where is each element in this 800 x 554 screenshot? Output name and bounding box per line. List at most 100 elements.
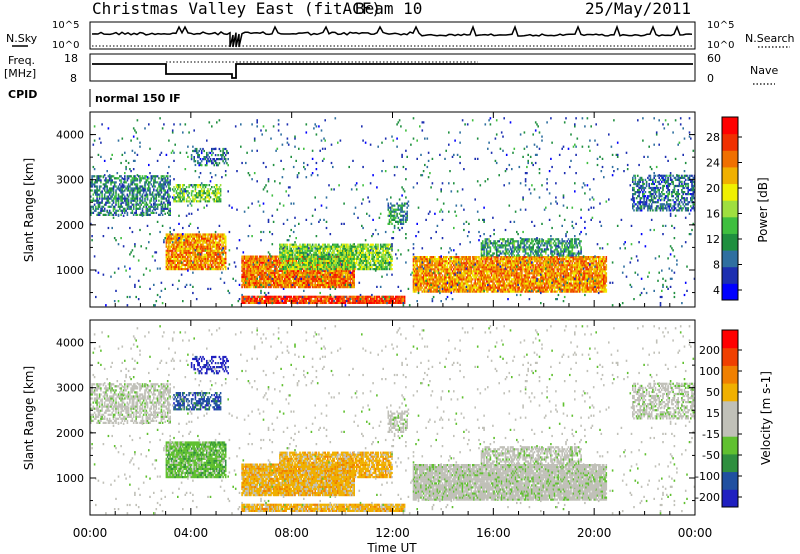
power-cell bbox=[430, 266, 432, 269]
power-cell bbox=[430, 274, 432, 277]
power-cell bbox=[158, 177, 160, 180]
power-cell bbox=[93, 209, 96, 212]
power-cell bbox=[321, 275, 324, 279]
power-cell bbox=[333, 279, 335, 283]
power-cell bbox=[166, 261, 169, 265]
power-cell bbox=[294, 245, 296, 248]
power-cell bbox=[445, 278, 447, 281]
power-cell bbox=[344, 269, 347, 272]
power-cell bbox=[335, 257, 338, 260]
power-cell bbox=[300, 269, 303, 272]
power-cell bbox=[323, 257, 325, 260]
power-cell bbox=[185, 259, 188, 262]
power-cell bbox=[318, 286, 320, 289]
power-cell bbox=[250, 297, 252, 300]
power-cell bbox=[339, 263, 342, 266]
power-cell bbox=[98, 195, 101, 198]
power-cell bbox=[387, 247, 390, 250]
power-cell bbox=[419, 268, 421, 271]
power-cell bbox=[194, 253, 197, 256]
power-cell bbox=[135, 193, 137, 196]
power-cell bbox=[301, 267, 304, 270]
power-cell bbox=[193, 268, 195, 271]
power-cell bbox=[160, 189, 163, 192]
power-cell bbox=[348, 277, 350, 281]
power-cell bbox=[309, 299, 311, 302]
power-cell bbox=[320, 277, 323, 281]
power-cell bbox=[379, 263, 382, 267]
power-cell bbox=[349, 249, 352, 252]
power-cell bbox=[108, 189, 111, 192]
power-cell bbox=[330, 295, 333, 298]
power-cell bbox=[255, 299, 257, 302]
power-cell bbox=[285, 297, 287, 300]
power-cell bbox=[260, 277, 262, 281]
power-cell bbox=[339, 284, 342, 287]
power-cell bbox=[135, 201, 137, 204]
power-cell bbox=[197, 184, 199, 187]
power-cell bbox=[274, 286, 276, 289]
power-cell bbox=[291, 271, 294, 274]
power-cell bbox=[449, 282, 451, 285]
power-cell bbox=[321, 277, 324, 281]
power-cell bbox=[316, 257, 319, 260]
power-cell bbox=[217, 249, 219, 252]
power-cell bbox=[313, 279, 315, 283]
power-cell bbox=[318, 245, 320, 248]
power-cell bbox=[217, 268, 219, 271]
power-cell bbox=[366, 249, 368, 252]
power-cell bbox=[203, 235, 205, 238]
power-cell bbox=[301, 275, 304, 279]
power-cell bbox=[295, 255, 297, 258]
power-cell bbox=[166, 257, 169, 260]
power-cell bbox=[286, 286, 289, 289]
power-cell bbox=[345, 275, 348, 279]
power-cell bbox=[204, 263, 207, 267]
power-cell bbox=[117, 195, 120, 198]
power-cell bbox=[367, 295, 369, 298]
power-cell bbox=[373, 251, 376, 254]
power-cell bbox=[435, 280, 437, 283]
power-cell bbox=[219, 235, 222, 238]
power-cell bbox=[113, 183, 116, 186]
power-cell bbox=[384, 247, 387, 250]
power-cell bbox=[314, 269, 316, 272]
power-cell bbox=[306, 301, 309, 304]
power-cell bbox=[188, 184, 190, 187]
power-cell bbox=[206, 194, 208, 197]
power-cell bbox=[203, 188, 205, 191]
power-cell bbox=[445, 260, 447, 263]
power-cell bbox=[446, 260, 449, 263]
power-cell bbox=[285, 279, 287, 283]
power-cell bbox=[369, 268, 372, 271]
power-cell bbox=[325, 277, 328, 281]
power-cell bbox=[169, 201, 171, 204]
power-cell bbox=[300, 261, 303, 265]
power-cell bbox=[131, 181, 134, 184]
power-cell bbox=[363, 253, 366, 256]
power-cell bbox=[333, 268, 335, 271]
power-cell bbox=[343, 301, 345, 304]
power-cell bbox=[282, 249, 285, 252]
power-cell bbox=[320, 281, 323, 285]
power-cell bbox=[124, 195, 126, 198]
power-cell bbox=[115, 191, 117, 194]
power-cell bbox=[209, 255, 212, 258]
power-cell bbox=[166, 249, 169, 252]
power-cell bbox=[275, 275, 277, 279]
power-cell bbox=[154, 205, 156, 208]
power-cell bbox=[265, 269, 267, 272]
power-cell bbox=[337, 299, 339, 302]
power-cell bbox=[212, 261, 214, 265]
power-cell bbox=[122, 209, 125, 212]
power-cell bbox=[440, 278, 442, 281]
power-cell bbox=[324, 281, 326, 285]
power-cell bbox=[218, 251, 221, 254]
power-cell bbox=[270, 297, 272, 300]
power-cell bbox=[391, 257, 393, 260]
power-cell bbox=[420, 270, 422, 273]
power-cell bbox=[204, 198, 207, 201]
power-cell bbox=[184, 247, 187, 250]
power-cell bbox=[441, 280, 444, 283]
power-cell bbox=[171, 239, 174, 242]
